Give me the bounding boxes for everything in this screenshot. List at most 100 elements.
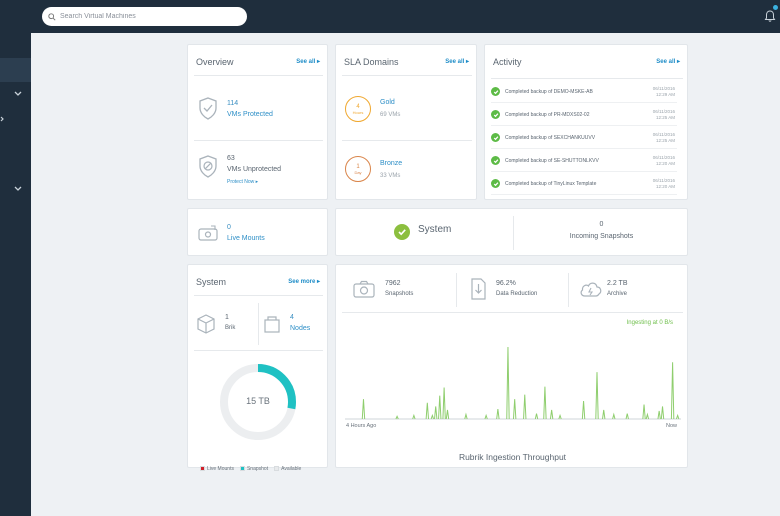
live-mounts-label[interactable]: Live Mounts — [227, 235, 265, 242]
overview-title: Overview — [196, 57, 234, 67]
activity-item[interactable]: Completed backup of PR-MDXS02-02 06/11/20… — [491, 104, 677, 126]
sidebar — [0, 33, 31, 516]
chart-spike — [625, 413, 629, 420]
data-reduction-value: 96.2% — [496, 280, 516, 287]
success-check-icon — [491, 179, 500, 188]
archive-value: 2.2 TB — [607, 280, 628, 287]
sla-bronze-vms: 33 VMs — [380, 173, 401, 179]
protect-now-link[interactable]: Protect Now ▸ — [227, 179, 259, 185]
chevron-right-icon[interactable] — [0, 115, 10, 123]
bell-icon[interactable] — [763, 9, 777, 23]
chart-spike — [595, 372, 599, 420]
chart-spike — [660, 406, 665, 420]
capacity-label: 15 TB — [246, 396, 270, 406]
activity-item[interactable]: Completed backup of SE-SHUTTONLKVV 06/11/… — [491, 150, 677, 172]
chart-spike — [484, 413, 488, 420]
capacity-legend: Live Mounts Snapshot Available — [200, 458, 307, 476]
live-mounts-card[interactable]: 0 Live Mounts — [187, 208, 328, 256]
sla-see-all-link[interactable]: See all ▸ — [445, 59, 469, 65]
shield-check-icon — [199, 97, 217, 120]
activity-text: Completed backup of TinyLinux Template — [505, 180, 597, 187]
throughput-chart — [345, 346, 681, 420]
chart-spike — [395, 415, 399, 420]
activity-timestamp: 06/11/2016 12:25 AM — [652, 108, 675, 120]
chart-spike — [670, 362, 675, 420]
activity-item[interactable]: Completed backup of SEXCHANKUUVV 06/11/20… — [491, 127, 677, 149]
throughput-card: 7962 Snapshots 96.2% Data Reduction 2.2 … — [335, 264, 688, 468]
legend-item: Live Mounts — [200, 466, 234, 472]
system-card: System See more ▸ 1 Brik 4 Nodes 15 TB L… — [187, 264, 328, 472]
chart-spike — [645, 412, 650, 420]
activity-timestamp: 06/11/2016 12:29 AM — [652, 85, 675, 97]
chart-spike — [442, 387, 446, 420]
chart-spike — [412, 413, 416, 420]
camera-icon — [353, 280, 375, 298]
chart-spike — [434, 406, 438, 420]
chart-spike — [675, 413, 680, 420]
nodes-count[interactable]: 4 — [290, 314, 294, 321]
activity-see-all-link[interactable]: See all ▸ — [656, 59, 680, 65]
chart-spike — [361, 399, 366, 420]
legend-item: Snapshot — [239, 466, 268, 472]
chart-spike — [612, 412, 616, 420]
activity-text: Completed backup of DEMO-MSKE-AB — [505, 88, 593, 95]
chart-spike — [512, 399, 517, 420]
chart-spike — [543, 386, 547, 420]
system-status-card: System 0 Incoming Snapshots — [335, 208, 688, 256]
vms-unprotected-count: 63 — [227, 155, 235, 162]
activity-item[interactable]: Completed backup of TinyLinux Template 06… — [491, 173, 677, 195]
chart-spike — [430, 413, 435, 420]
chart-spike — [581, 400, 586, 420]
overview-see-all-link[interactable]: See all ▸ — [296, 59, 320, 65]
activity-text: Completed backup of SE-SHUTTONLKVV — [505, 157, 599, 164]
chart-spike — [438, 395, 442, 420]
shield-blocked-icon — [199, 155, 217, 178]
system-status-label: System — [418, 224, 452, 235]
search-input[interactable] — [60, 13, 240, 20]
activity-item[interactable]: Completed backup of DEMO-MSKE-AB 06/11/20… — [491, 81, 677, 103]
brik-icon — [197, 314, 215, 334]
chart-spike — [558, 413, 562, 420]
activity-title: Activity — [493, 57, 522, 67]
chart-spike — [642, 404, 646, 420]
snapshots-value: 7962 — [385, 280, 401, 287]
incoming-snapshots-count: 0 — [599, 221, 604, 228]
nodes-label[interactable]: Nodes — [290, 325, 311, 332]
overview-card: Overview See all ▸ 114 VMs Protected 63 … — [187, 44, 328, 200]
vms-protected-label[interactable]: VMs Protected — [227, 111, 273, 118]
chevron-down-icon[interactable] — [13, 185, 23, 193]
chart-spike — [506, 346, 510, 420]
vms-unprotected-label: VMs Unprotected — [227, 166, 282, 173]
notification-dot — [773, 5, 778, 10]
capacity-donut-chart — [220, 364, 296, 440]
nodes-icon — [264, 316, 280, 333]
sla-gold-badge: 4 Hours — [345, 96, 371, 122]
chart-x-end-label: Now — [665, 423, 677, 429]
sidebar-item-active[interactable] — [0, 58, 31, 82]
sla-gold-name[interactable]: Gold — [380, 99, 395, 106]
data-reduction-icon — [471, 278, 486, 300]
search-box[interactable] — [42, 7, 247, 26]
success-check-icon — [491, 87, 500, 96]
activity-timestamp: 06/11/2016 12:20 AM — [652, 154, 675, 166]
system-title: System — [196, 277, 227, 287]
snapshots-label: Snapshots — [385, 291, 414, 297]
incoming-snapshots-label: Incoming Snapshots — [569, 233, 634, 240]
donut-snapshot-arc — [220, 364, 296, 440]
live-mount-icon — [198, 225, 218, 241]
sla-bronze-badge: 1 Day — [345, 156, 371, 182]
chart-spike — [534, 413, 539, 420]
vms-protected-count[interactable]: 114 — [227, 100, 239, 107]
live-mounts-count[interactable]: 0 — [227, 224, 231, 231]
chart-spike — [523, 394, 527, 420]
activity-text: Completed backup of SEXCHANKUUVV — [505, 134, 596, 141]
activity-timestamp: 06/11/2016 12:25 AM — [652, 131, 675, 143]
success-check-icon — [491, 110, 500, 119]
system-see-more-link[interactable]: See more ▸ — [288, 279, 320, 285]
chevron-down-icon[interactable] — [13, 90, 23, 98]
sla-bronze-name[interactable]: Bronze — [380, 160, 403, 167]
success-check-icon — [491, 133, 500, 142]
activity-text: Completed backup of PR-MDXS02-02 — [505, 111, 590, 118]
brik-count: 1 — [225, 314, 229, 321]
throughput-title: Rubrik Ingestion Throughput — [458, 452, 567, 462]
